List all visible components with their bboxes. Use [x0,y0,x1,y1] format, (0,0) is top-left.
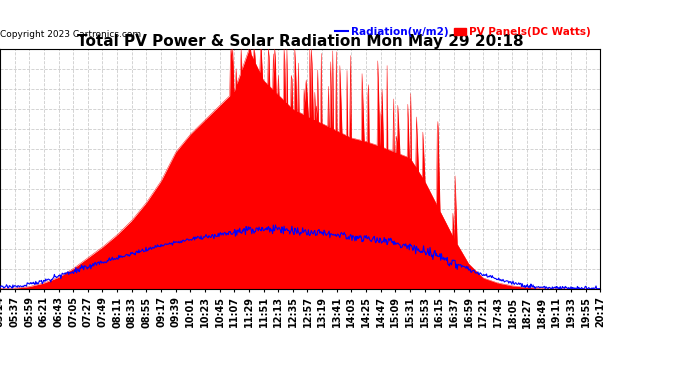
Title: Total PV Power & Solar Radiation Mon May 29 20:18: Total PV Power & Solar Radiation Mon May… [77,34,524,49]
Text: Copyright 2023 Cartronics.com: Copyright 2023 Cartronics.com [0,30,141,39]
Legend: Radiation(w/m2), PV Panels(DC Watts): Radiation(w/m2), PV Panels(DC Watts) [331,23,595,41]
